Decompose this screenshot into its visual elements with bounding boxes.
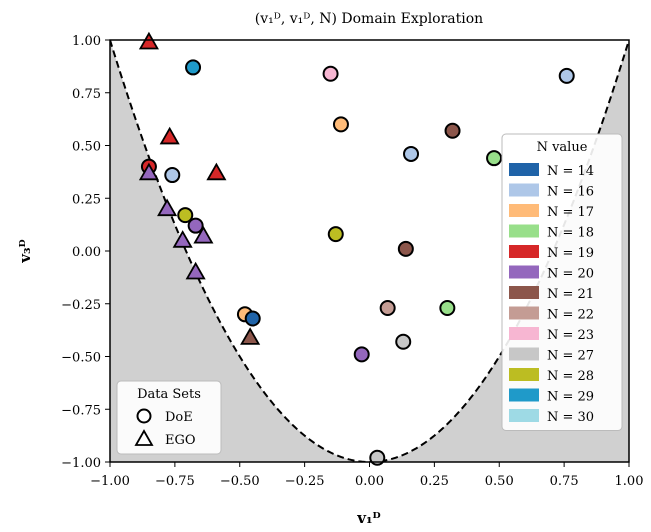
n-legend-swatch [509, 306, 539, 320]
data-sets-legend: Data Sets DoE EGO [116, 380, 222, 455]
n-legend-swatch [509, 409, 539, 422]
x-axis-ticks: −1.00 −0.75 −0.50 −0.25 0.00 0.25 0.50 0.75 1.00 [90, 462, 643, 489]
data-points [138, 31, 575, 466]
n-legend-swatch [509, 163, 539, 176]
n-legend-swatch [509, 183, 539, 197]
n-legend-label: N = 14 [547, 164, 594, 179]
x-tick-label: 0.75 [550, 474, 579, 489]
y-tick-label: 0.75 [72, 87, 101, 102]
data-sets-legend-title: Data Sets [137, 387, 201, 402]
doe-point [395, 333, 412, 350]
y-tick-label: 1.00 [72, 34, 101, 49]
y-axis-ticks: 1.00 0.75 0.50 0.25 0.00 −0.25 −0.50 −0.75 −1.00 [61, 34, 110, 471]
y-tick-label: 0.25 [72, 192, 101, 207]
n-legend-swatch [509, 286, 539, 299]
y-tick-label: −0.50 [61, 351, 101, 366]
ego-point [138, 162, 159, 181]
n-legend-swatch [509, 204, 539, 217]
ego-point [240, 327, 261, 345]
n-legend-label: N = 28 [547, 369, 594, 384]
doe-point [403, 145, 420, 162]
n-legend-swatch [509, 265, 539, 279]
data-sets-legend-label: EGO [165, 433, 196, 448]
doe-point [332, 116, 349, 133]
triangle-marker-icon [134, 429, 154, 446]
n-legend-swatch [509, 245, 539, 258]
doe-point [353, 346, 370, 363]
data-sets-legend-label: DoE [165, 410, 193, 425]
x-tick-label: −0.25 [285, 474, 325, 489]
doe-point [444, 122, 461, 139]
doe-point [439, 299, 456, 316]
doe-point [187, 217, 204, 234]
doe-point [397, 240, 414, 257]
ego-point [206, 162, 227, 181]
n-legend-swatch [509, 327, 539, 340]
x-tick-label: −0.50 [220, 474, 260, 489]
y-tick-label: −0.75 [61, 403, 101, 418]
x-tick-label: 0.50 [485, 474, 514, 489]
y-tick-label: −1.00 [61, 456, 101, 471]
n-legend-label: N = 19 [547, 246, 594, 261]
doe-point [244, 310, 261, 327]
chart-title: (v₁ᴰ, v₁ᴰ, N) Domain Exploration [255, 11, 483, 27]
x-axis-label: v₁ᴰ [356, 509, 380, 527]
doe-point [379, 299, 396, 316]
doe-point [177, 207, 194, 224]
n-legend-label: N = 30 [547, 410, 594, 425]
n-legend-label: N = 23 [547, 328, 594, 343]
ego-point [172, 230, 193, 248]
y-axis-label: v₃ᴰ [16, 239, 34, 263]
x-tick-label: −0.75 [155, 474, 195, 489]
x-tick-label: 0.00 [355, 474, 384, 489]
circle-marker-icon [136, 408, 152, 424]
n-legend-label: N = 20 [547, 267, 594, 282]
doe-point [327, 226, 344, 243]
n-legend-label: N = 21 [547, 287, 594, 302]
ego-point [157, 198, 178, 217]
x-tick-label: −1.00 [90, 474, 130, 489]
n-legend-label: N = 29 [547, 390, 594, 405]
ego-point [193, 225, 214, 244]
n-value-legend: N value N = 14 N = 16 N = 17 N = 18 N = 19 N =… [501, 133, 623, 431]
n-legend-label: N = 27 [547, 349, 594, 364]
doe-point [486, 150, 503, 167]
shade-left [110, 40, 370, 462]
ego-point [138, 31, 159, 50]
n-legend-swatch [509, 388, 539, 402]
doe-point [164, 167, 181, 184]
x-tick-label: 1.00 [615, 474, 644, 489]
n-legend-label: N = 16 [547, 185, 594, 200]
n-legend-title: N value [537, 140, 588, 155]
n-legend-swatch [509, 347, 539, 361]
doe-point [558, 67, 575, 84]
ego-point [185, 261, 206, 280]
n-legend-swatch [509, 224, 539, 238]
n-legend-label: N = 17 [547, 205, 594, 220]
y-tick-label: 0.00 [72, 245, 101, 260]
doe-point [185, 59, 202, 76]
doe-point [322, 65, 339, 82]
y-tick-label: −0.25 [61, 298, 101, 313]
y-tick-label: 0.50 [72, 140, 101, 155]
n-legend-label: N = 22 [547, 308, 594, 323]
n-legend-label: N = 18 [547, 226, 594, 241]
n-legend-swatch [509, 368, 539, 381]
x-tick-label: 0.25 [420, 474, 449, 489]
ego-point [159, 126, 180, 145]
